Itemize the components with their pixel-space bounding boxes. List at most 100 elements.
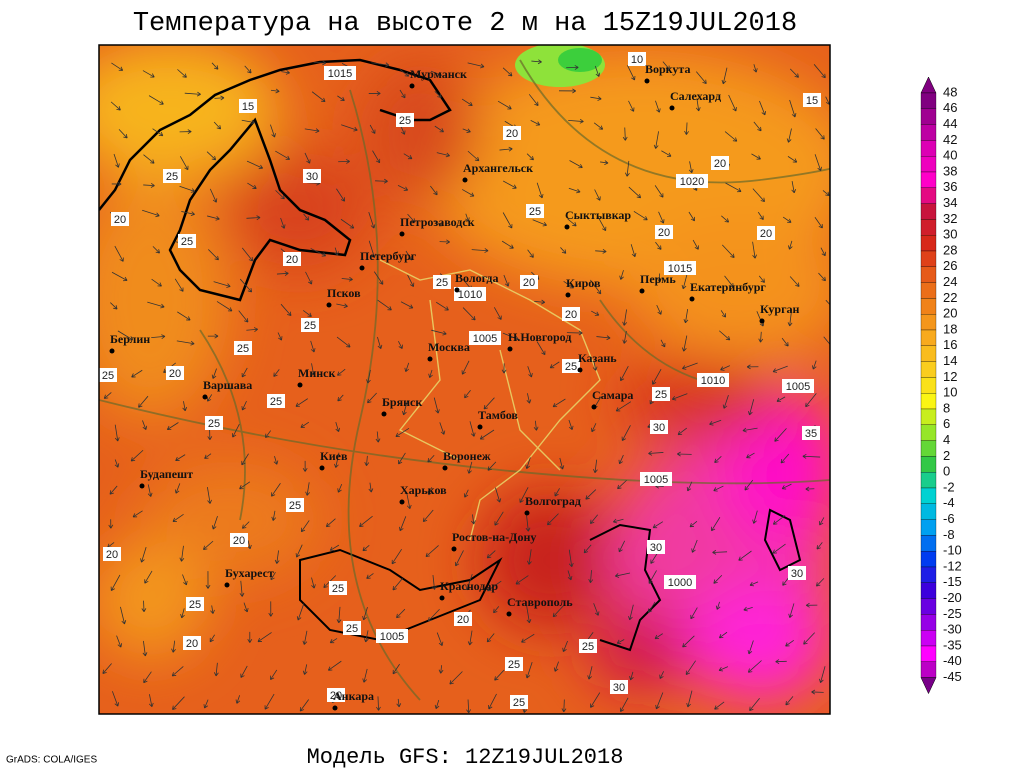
- city-label: Сыктывкар: [565, 208, 631, 222]
- contour-label: 1005: [786, 381, 810, 393]
- contour-label: 1020: [680, 176, 704, 188]
- wind-arrow: [782, 216, 792, 223]
- wind-arrow: [241, 521, 250, 529]
- colorbar-label: -4: [943, 495, 955, 510]
- wind-arrow: [141, 600, 147, 613]
- wind-arrow: [776, 396, 786, 402]
- wind-arrow: [719, 330, 731, 341]
- colorbar-segment: [920, 582, 937, 599]
- wind-arrow: [280, 303, 292, 317]
- contour-label: 1005: [473, 333, 497, 345]
- wind-arrow: [203, 699, 209, 709]
- wind-arrow: [211, 62, 219, 70]
- wind-arrow: [567, 218, 577, 227]
- wind-arrow: [592, 360, 598, 371]
- contour-label: 25: [332, 583, 344, 595]
- wind-arrow: [552, 398, 566, 408]
- wind-arrow: [593, 459, 598, 474]
- wind-arrow: [791, 181, 797, 194]
- wind-arrow: [752, 241, 758, 259]
- wind-arrow: [746, 364, 759, 370]
- wind-arrow: [337, 483, 343, 493]
- wind-arrow: [366, 369, 371, 384]
- city-label: Воронеж: [443, 449, 491, 463]
- wind-arrow: [334, 247, 339, 256]
- city-label: Варшава: [203, 378, 252, 392]
- wind-arrow: [525, 457, 531, 469]
- colorbar-segment: [920, 535, 937, 552]
- wind-arrow: [654, 633, 663, 640]
- wind-arrow: [536, 341, 546, 356]
- city-label: Салехард: [670, 89, 721, 103]
- model-subtitle: Модель GFS: 12Z19JUL2018: [307, 745, 624, 768]
- contour-label-box: [396, 113, 414, 127]
- wind-arrow: [712, 549, 728, 555]
- city-label: Курган: [760, 302, 800, 316]
- wind-arrow: [619, 270, 624, 280]
- city-dot: [332, 705, 338, 711]
- contour-label: 1000: [668, 577, 692, 589]
- wind-arrow: [553, 661, 559, 672]
- wind-arrow: [590, 692, 601, 708]
- wind-arrow: [130, 449, 144, 462]
- contour-label-box: [652, 387, 670, 401]
- wind-arrow: [788, 603, 795, 618]
- wind-arrow: [243, 602, 249, 613]
- wind-arrow: [396, 698, 402, 708]
- wind-arrow: [662, 61, 670, 70]
- city-dot: [507, 346, 513, 352]
- colorbar-segment: [920, 503, 937, 520]
- wind-arrow: [692, 239, 699, 250]
- colorbar-label: -30: [943, 622, 962, 637]
- wind-arrow: [655, 692, 664, 710]
- city-dot: [427, 356, 433, 362]
- contour-label-box: [647, 540, 665, 554]
- wind-arrow: [430, 70, 442, 77]
- wind-arrow: [483, 397, 495, 410]
- colorbar-segment: [920, 156, 937, 173]
- wind-arrow: [111, 62, 124, 71]
- colorbar-segment: [920, 566, 937, 583]
- wind-arrow: [785, 696, 794, 706]
- wind-arrow: [403, 153, 413, 160]
- city-label: Берлин: [110, 332, 150, 346]
- colorbar-segment: [920, 393, 937, 410]
- wind-arrow: [436, 152, 450, 158]
- wind-arrow: [142, 70, 155, 78]
- wind-arrow: [239, 580, 245, 597]
- wind-arrow: [681, 335, 688, 352]
- wind-arrow: [310, 363, 316, 376]
- wind-arrow: [209, 188, 218, 203]
- wind-arrow: [772, 543, 786, 554]
- wind-arrow: [140, 547, 147, 563]
- wind-arrow: [526, 605, 532, 624]
- wind-arrow: [660, 339, 666, 348]
- city-label: Анкара: [333, 689, 374, 703]
- wind-arrow: [114, 245, 124, 262]
- wind-arrow: [597, 216, 607, 232]
- colorbar-segment: [920, 456, 937, 473]
- wind-arrow: [822, 190, 830, 196]
- wind-arrow: [433, 220, 444, 227]
- wind-arrow: [112, 691, 120, 707]
- wind-arrow: [628, 100, 635, 112]
- wind-arrow: [622, 330, 628, 344]
- city-label: Казань: [578, 351, 617, 365]
- city-label: Мурманск: [410, 67, 467, 81]
- wind-arrow: [655, 100, 661, 113]
- contour-label: 25: [289, 500, 301, 512]
- wind-arrow: [205, 571, 211, 589]
- colorbar-label: 32: [943, 211, 957, 226]
- cool-zone: [558, 48, 602, 72]
- wind-arrow: [753, 121, 762, 132]
- wind-arrow: [479, 429, 495, 440]
- wind-arrow: [720, 310, 727, 318]
- wind-arrow: [111, 181, 122, 187]
- wind-arrow: [583, 544, 592, 554]
- contour-label-box: [610, 680, 628, 694]
- city-label: Киров: [566, 276, 601, 290]
- colorbar-segment: [920, 124, 937, 141]
- wind-arrow: [781, 337, 789, 347]
- city-dot: [451, 546, 457, 552]
- contour-label-box: [664, 261, 696, 275]
